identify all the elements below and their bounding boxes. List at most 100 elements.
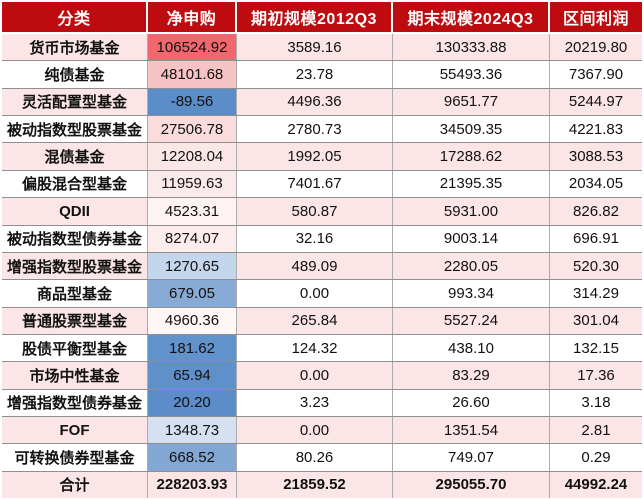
- end-scale-cell: 83.29: [393, 362, 550, 389]
- end-scale-cell: 295055.70: [393, 471, 550, 499]
- category-cell: 普通股票型基金: [2, 307, 148, 334]
- net-subscription-cell: 65.94: [148, 362, 237, 389]
- category-cell: 市场中性基金: [2, 362, 148, 389]
- end-scale-cell: 26.60: [393, 389, 550, 417]
- table-row: 合计 228203.93 21859.52 295055.70 44992.24: [2, 471, 642, 499]
- table-row: 被动指数型股票基金 27506.78 2780.73 34509.35 4221…: [2, 116, 642, 144]
- interval-profit-cell: 2.81: [581, 421, 611, 439]
- interval-profit-cell: 520.30: [573, 257, 619, 275]
- begin-scale-cell: 1992.05: [237, 143, 393, 170]
- column-header-interval-profit: 区间利润: [562, 11, 629, 28]
- end-scale-cell: 5931.00: [393, 198, 550, 225]
- category-cell: 合计: [2, 471, 148, 499]
- net-subscription-cell: 12208.04: [148, 143, 237, 170]
- table-row: 市场中性基金 65.94 0.00 83.29 17.36: [2, 362, 642, 390]
- end-scale-cell: 1351.54: [393, 417, 550, 444]
- category-cell: 纯债基金: [2, 61, 148, 88]
- begin-scale-cell: 265.84: [237, 307, 393, 334]
- interval-profit-cell: 301.04: [573, 312, 619, 330]
- table-row: 普通股票型基金 4960.36 265.84 5527.24 301.04: [2, 307, 642, 335]
- begin-scale-cell: 3.23: [237, 389, 393, 417]
- table-row: 混债基金 12208.04 1992.05 17288.62 3088.53: [2, 143, 642, 171]
- interval-profit-cell: 5244.97: [568, 93, 624, 111]
- category-cell: 增强指数型债券基金: [2, 389, 148, 417]
- begin-scale-cell: 3589.16: [237, 34, 393, 61]
- net-subscription-cell: 4960.36: [148, 307, 237, 334]
- category-cell: FOF: [2, 417, 148, 444]
- end-scale-cell: 55493.36: [393, 61, 550, 88]
- category-cell: 被动指数型债券基金: [2, 225, 148, 252]
- category-cell: QDII: [2, 198, 148, 225]
- category-cell: 货币市场基金: [2, 34, 148, 61]
- category-cell: 可转换债券型基金: [2, 444, 148, 471]
- category-cell: 商品型基金: [2, 280, 148, 307]
- interval-profit-cell: 3.18: [581, 394, 611, 412]
- net-subscription-cell: 1348.73: [148, 417, 237, 444]
- begin-scale-cell: 4496.36: [237, 88, 393, 116]
- net-subscription-cell: 228203.93: [148, 471, 237, 499]
- end-scale-cell: 438.10: [393, 334, 550, 362]
- interval-profit-cell: 3088.53: [568, 148, 624, 166]
- end-scale-cell: 17288.62: [393, 143, 550, 170]
- category-cell: 灵活配置型基金: [2, 88, 148, 116]
- begin-scale-cell: 21859.52: [237, 471, 393, 499]
- end-scale-cell: 34509.35: [393, 116, 550, 143]
- table-row: 灵活配置型基金 -89.56 4496.36 9651.77 5244.97: [2, 88, 642, 117]
- begin-scale-cell: 0.00: [237, 362, 393, 389]
- net-subscription-cell: 106524.92: [148, 34, 237, 61]
- begin-scale-cell: 32.16: [237, 225, 393, 252]
- category-cell: 被动指数型股票基金: [2, 116, 148, 143]
- table-row: 商品型基金 679.05 0.00 993.34 314.29: [2, 280, 642, 308]
- begin-scale-cell: 23.78: [237, 61, 393, 88]
- net-subscription-cell: 181.62: [148, 334, 237, 362]
- end-scale-cell: 2280.05: [393, 252, 550, 280]
- category-cell: 偏股混合型基金: [2, 170, 148, 198]
- table-row: FOF 1348.73 0.00 1351.54 2.81: [2, 417, 642, 445]
- table-row: 增强指数型债券基金 20.20 3.23 26.60 3.18: [2, 389, 642, 418]
- end-scale-cell: 9651.77: [393, 88, 550, 116]
- begin-scale-cell: 0.00: [237, 280, 393, 307]
- table-body: 货币市场基金 106524.92 3589.16 130333.88 20219…: [2, 34, 642, 499]
- end-scale-cell: 5527.24: [393, 307, 550, 334]
- net-subscription-cell: 4523.31: [148, 198, 237, 225]
- table-row: 纯债基金 48101.68 23.78 55493.36 7367.90: [2, 61, 642, 89]
- net-subscription-cell: -89.56: [148, 88, 237, 116]
- column-header-begin-scale: 期初规模2012Q3: [237, 2, 393, 32]
- interval-profit-cell: 132.15: [573, 339, 619, 357]
- table-row: QDII 4523.31 580.87 5931.00 826.82: [2, 198, 642, 226]
- table-row: 偏股混合型基金 11959.63 7401.67 21395.35 2034.0…: [2, 170, 642, 199]
- begin-scale-cell: 2780.73: [237, 116, 393, 143]
- interval-profit-cell: 826.82: [573, 202, 619, 220]
- begin-scale-cell: 0.00: [237, 417, 393, 444]
- table-row: 被动指数型债券基金 8274.07 32.16 9003.14 696.91: [2, 225, 642, 253]
- column-header-end-scale: 期末规模2024Q3: [393, 2, 550, 32]
- end-scale-cell: 9003.14: [393, 225, 550, 252]
- interval-profit-cell: 4221.83: [568, 120, 624, 138]
- category-cell: 增强指数型股票基金: [2, 252, 148, 280]
- begin-scale-cell: 489.09: [237, 252, 393, 280]
- interval-profit-cell: 2034.05: [568, 175, 624, 193]
- header-row: 分类 净申购 期初规模2012Q3 期末规模2024Q3 区间利润: [2, 2, 642, 34]
- table-row: 货币市场基金 106524.92 3589.16 130333.88 20219…: [2, 34, 642, 62]
- net-subscription-cell: 11959.63: [148, 170, 237, 198]
- end-scale-cell: 749.07: [393, 444, 550, 471]
- net-subscription-cell: 27506.78: [148, 116, 237, 143]
- interval-profit-cell: 696.91: [573, 230, 619, 248]
- table-row: 可转换债券型基金 668.52 80.26 749.07 0.29: [2, 444, 642, 472]
- interval-profit-cell: 20219.80: [564, 38, 628, 56]
- interval-profit-cell: 17.36: [577, 366, 615, 384]
- interval-profit-cell: 7367.90: [568, 66, 624, 84]
- net-subscription-cell: 8274.07: [148, 225, 237, 252]
- column-header-net-subscription: 净申购: [148, 2, 237, 32]
- net-subscription-cell: 668.52: [148, 444, 237, 471]
- begin-scale-cell: 124.32: [237, 334, 393, 362]
- table-row: 股债平衡型基金 181.62 124.32 438.10 132.15: [2, 334, 642, 363]
- begin-scale-cell: 7401.67: [237, 170, 393, 198]
- end-scale-cell: 21395.35: [393, 170, 550, 198]
- net-subscription-cell: 1270.65: [148, 252, 237, 280]
- net-subscription-cell: 20.20: [148, 389, 237, 417]
- net-subscription-cell: 679.05: [148, 280, 237, 307]
- net-subscription-cell: 48101.68: [148, 61, 237, 88]
- begin-scale-cell: 580.87: [237, 198, 393, 225]
- interval-profit-cell: 44992.24: [564, 476, 628, 494]
